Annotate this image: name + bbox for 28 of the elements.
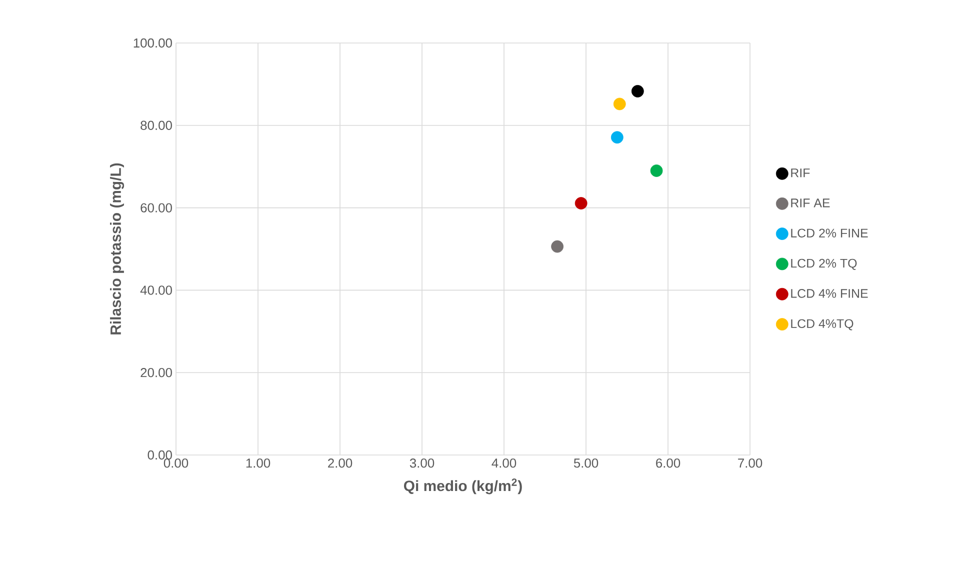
x-tick-label: 4.00 <box>492 458 516 468</box>
point <box>551 240 564 253</box>
legend-label: LCD 2% FINE <box>791 228 868 238</box>
y-tick-label: 20.00 <box>140 368 172 378</box>
point <box>631 85 644 98</box>
legend-label: LCD 4% FINE <box>791 289 868 298</box>
x-tick-label: 2.00 <box>328 458 352 468</box>
y-tick-label: 80.00 <box>140 120 172 130</box>
y-tick-label: 0.00 <box>148 450 172 460</box>
y-tick-label: 60.00 <box>140 203 172 212</box>
legend-label: RIF AE <box>791 198 830 208</box>
legend-label: LCD 4%TQ <box>791 319 854 330</box>
x-tick-label: 1.00 <box>246 458 270 468</box>
point <box>613 98 626 110</box>
x-axis-title: Qi medio (kg/m$^{2}$) <box>404 478 522 494</box>
point <box>574 197 588 210</box>
legend-label: LCD 2% TQ <box>791 258 857 270</box>
y-axis-title: Rilascio potassio (mg/L) <box>110 163 124 334</box>
x-tick-label: 0.00 <box>164 458 188 468</box>
y-tick-label: 100.00 <box>134 38 172 48</box>
x-tick-label: 7.00 <box>738 458 762 468</box>
x-tick-label: 6.00 <box>656 458 680 468</box>
legend-label: RIF <box>791 168 810 178</box>
x-tick-label: 5.00 <box>574 458 598 468</box>
y-tick-label: 40.00 <box>140 286 172 295</box>
x-tick-label: 3.00 <box>410 458 434 468</box>
point <box>650 164 663 177</box>
point <box>610 131 624 144</box>
